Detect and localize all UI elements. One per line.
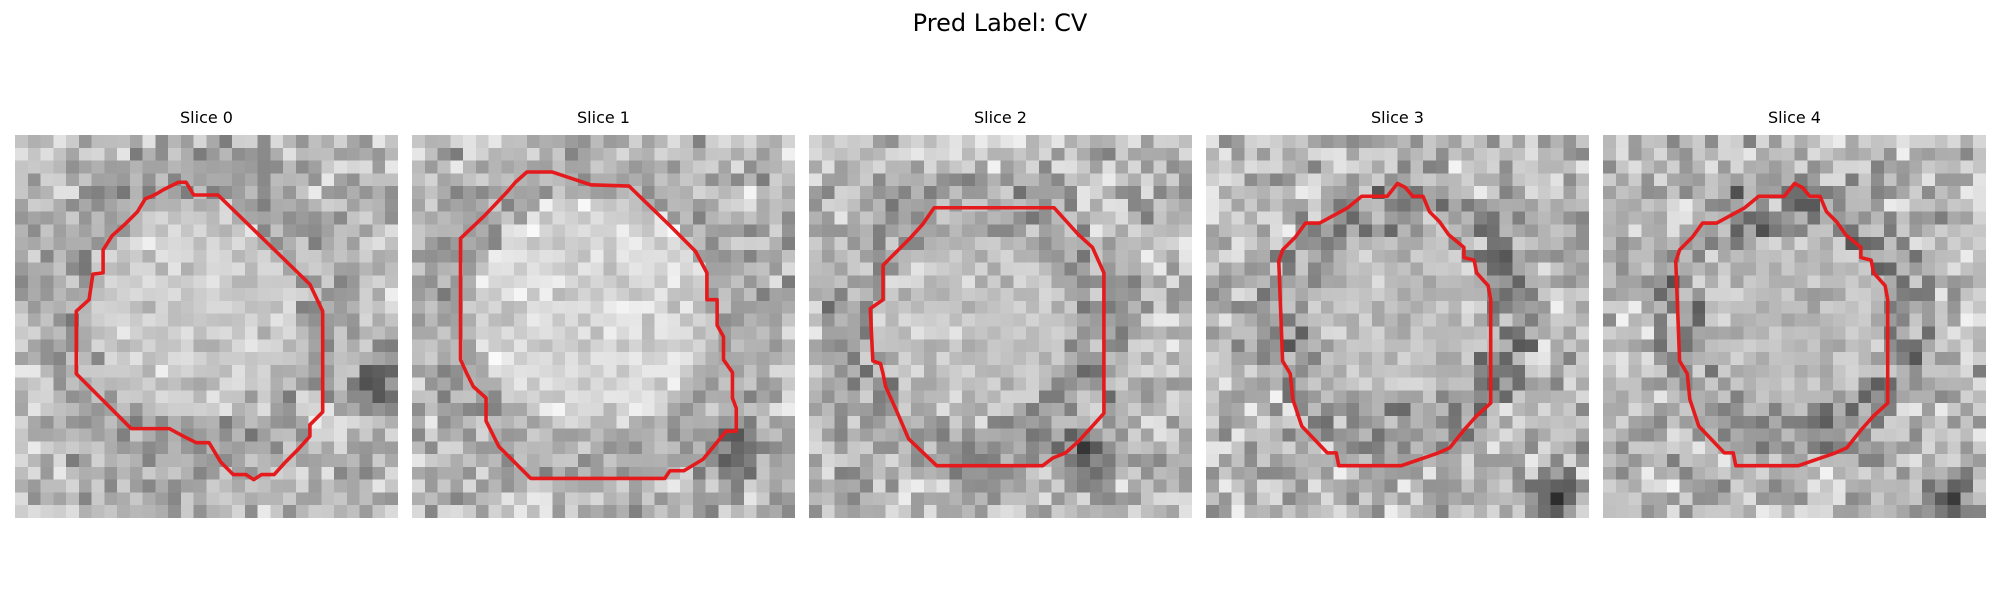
slice-pixels-0 <box>15 135 398 518</box>
slice-title-3: Slice 3 <box>1371 108 1424 127</box>
slice-pixels-1 <box>412 135 795 518</box>
slice-contour-2 <box>868 205 1106 468</box>
slice-panel-4: Slice 4 <box>1603 108 1986 518</box>
slice-image-2 <box>809 135 1192 518</box>
slice-title-0: Slice 0 <box>180 108 233 127</box>
slice-pixels-4 <box>1603 135 1986 518</box>
slice-image-0 <box>15 135 398 518</box>
slice-contour-1 <box>458 170 739 481</box>
slice-panel-2: Slice 2 <box>809 108 1192 518</box>
slice-pixels-3 <box>1206 135 1589 518</box>
slice-pixels-2 <box>809 135 1192 518</box>
slice-contour-3 <box>1276 181 1493 468</box>
slice-image-1 <box>412 135 795 518</box>
figure-title: Pred Label: CV <box>912 9 1088 37</box>
slice-panel-3: Slice 3 <box>1206 108 1589 518</box>
slice-title-4: Slice 4 <box>1768 108 1821 127</box>
slice-title-1: Slice 1 <box>577 108 630 127</box>
slice-contour-0 <box>74 180 325 482</box>
slice-panel-1: Slice 1 <box>412 108 795 518</box>
slice-title-2: Slice 2 <box>974 108 1027 127</box>
slice-contour-4 <box>1673 181 1890 468</box>
slice-image-3 <box>1206 135 1589 518</box>
slice-image-4 <box>1603 135 1986 518</box>
slice-panel-0: Slice 0 <box>15 108 398 518</box>
